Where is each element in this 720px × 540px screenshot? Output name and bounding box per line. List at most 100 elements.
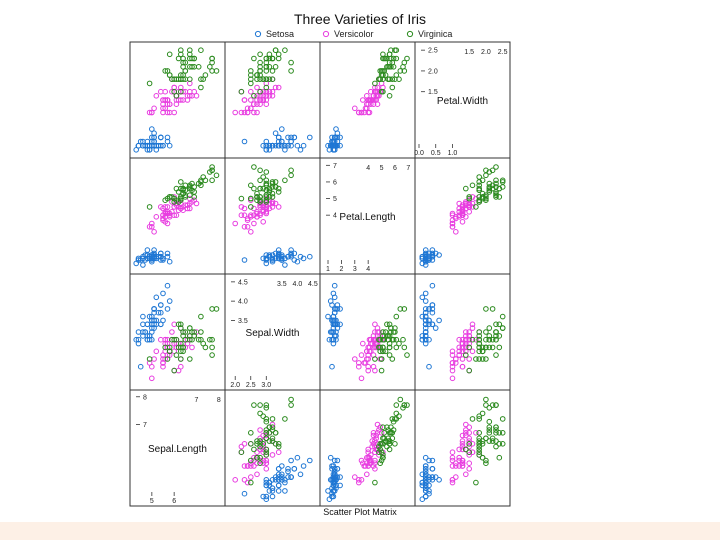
point-virginica — [476, 443, 483, 450]
point-setosa — [300, 142, 307, 149]
panel-frame — [414, 273, 511, 391]
point-virginica — [380, 76, 386, 82]
point-virginica — [263, 449, 270, 456]
point-virginica — [257, 76, 263, 82]
point-versicolor — [169, 329, 175, 335]
point-virginica — [404, 55, 410, 62]
point-versicolor — [260, 97, 267, 103]
point-versicolor — [459, 209, 466, 215]
point-setosa — [263, 257, 270, 263]
point-setosa — [272, 142, 279, 149]
point-virginica — [171, 199, 177, 205]
point-setosa — [151, 247, 157, 253]
point-virginica — [384, 55, 390, 62]
point-virginica — [483, 336, 489, 343]
point-setosa — [288, 253, 294, 260]
point-setosa — [288, 247, 294, 253]
point-virginica — [499, 430, 506, 436]
point-versicolor — [162, 97, 168, 103]
point-setosa — [330, 482, 337, 489]
diag-tick-label: 2 — [339, 266, 343, 273]
point-virginica — [282, 47, 288, 54]
point-setosa — [285, 468, 291, 475]
point-virginica — [198, 182, 204, 189]
diag-tick-label: 7 — [333, 163, 337, 170]
point-setosa — [288, 250, 294, 257]
point-virginica — [266, 76, 273, 82]
point-virginica — [479, 438, 486, 444]
point-virginica — [489, 402, 496, 408]
point-virginica — [463, 352, 469, 358]
point-setosa — [422, 247, 429, 253]
point-setosa — [422, 317, 429, 324]
point-setosa — [149, 126, 155, 132]
point-versicolor — [459, 348, 466, 355]
point-virginica — [489, 438, 496, 444]
point-virginica — [288, 167, 294, 174]
point-versicolor — [248, 212, 254, 218]
point-virginica — [257, 197, 263, 203]
point-virginica — [263, 452, 270, 458]
point-versicolor — [275, 84, 282, 91]
point-virginica — [489, 435, 496, 442]
point-virginica — [392, 416, 398, 422]
point-virginica — [381, 430, 388, 436]
point-versicolor — [358, 477, 365, 483]
point-setosa — [422, 493, 429, 500]
point-setosa — [164, 138, 171, 145]
point-virginica — [466, 449, 473, 456]
point-setosa — [329, 317, 335, 324]
point-versicolor — [456, 344, 463, 351]
point-virginica — [275, 189, 282, 195]
diag-tick-label: 1.0 — [448, 150, 458, 157]
point-versicolor — [248, 460, 254, 467]
point-versicolor — [358, 109, 365, 116]
point-virginica — [499, 184, 506, 190]
point-setosa — [282, 479, 288, 486]
point-versicolor — [238, 212, 245, 218]
point-virginica — [393, 72, 400, 78]
diag-tick-label: 8 — [217, 397, 221, 404]
point-versicolor — [238, 443, 245, 450]
point-virginica — [266, 430, 273, 436]
diag-tick-label: 4.0 — [292, 281, 302, 288]
point-versicolor — [368, 460, 374, 467]
point-virginica — [187, 356, 193, 362]
point-setosa — [429, 457, 436, 464]
point-versicolor — [187, 88, 193, 95]
point-versicolor — [469, 200, 476, 207]
point-setosa — [160, 290, 166, 297]
point-setosa — [288, 142, 294, 149]
diag-label-petal-length: Petal.Length — [339, 212, 395, 223]
point-setosa — [331, 457, 338, 464]
point-versicolor — [244, 224, 251, 230]
point-virginica — [269, 68, 276, 74]
point-versicolor — [260, 88, 267, 95]
point-versicolor — [153, 214, 160, 220]
point-setosa — [135, 340, 142, 347]
point-virginica — [266, 185, 273, 192]
point-setosa — [422, 482, 429, 489]
diag-label-sepal-width: Sepal.Width — [246, 328, 300, 339]
point-versicolor — [373, 93, 380, 99]
diag-tick-label: 2.0 — [230, 382, 240, 389]
point-virginica — [257, 454, 263, 461]
diag-tick-label: 4.0 — [238, 299, 248, 306]
point-versicolor — [251, 212, 257, 218]
point-setosa — [285, 474, 291, 480]
point-virginica — [254, 76, 260, 82]
point-virginica — [380, 336, 386, 343]
point-setosa — [419, 496, 426, 503]
point-virginica — [401, 402, 408, 408]
point-virginica — [207, 336, 213, 343]
point-versicolor — [248, 88, 254, 95]
point-versicolor — [173, 101, 180, 107]
point-setosa — [426, 477, 432, 483]
point-virginica — [483, 402, 489, 408]
point-virginica — [180, 59, 186, 66]
point-virginica — [381, 435, 388, 442]
point-virginica — [489, 167, 496, 174]
point-versicolor — [459, 336, 466, 343]
point-versicolor — [269, 200, 276, 207]
diag-tick-label: 1 — [326, 266, 330, 273]
